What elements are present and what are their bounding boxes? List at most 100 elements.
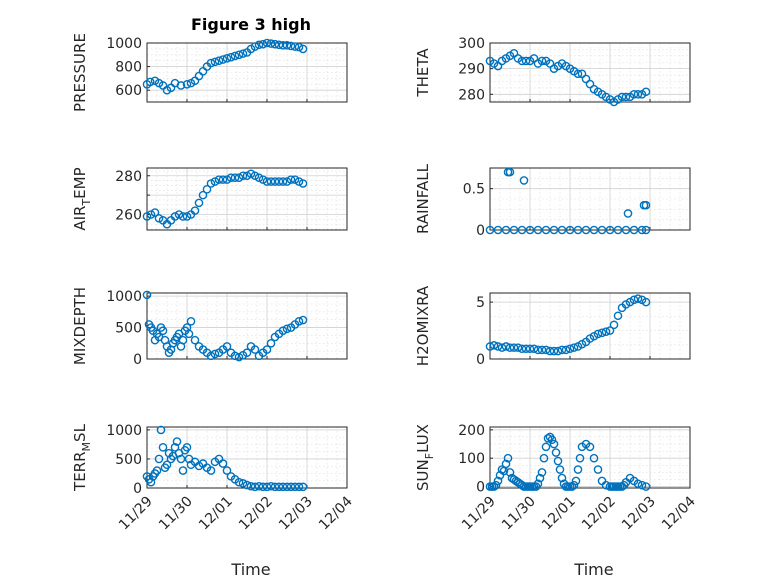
data-point (497, 465, 507, 474)
y-tick-label: 100 (458, 451, 485, 467)
y-tick-label: 500 (115, 321, 142, 337)
data-point (571, 476, 581, 486)
data-point (154, 214, 164, 223)
data-point (222, 54, 232, 63)
y-tick-label: 1000 (106, 289, 142, 305)
data-point (294, 42, 304, 52)
data-point (238, 479, 248, 488)
data-point (485, 342, 495, 351)
x-tick-label: 12/04 (316, 493, 356, 533)
x-tick-label: 11/29 (116, 494, 156, 534)
y-tick-label: 1000 (106, 36, 142, 52)
data-point (172, 437, 182, 446)
data-point (258, 482, 268, 492)
data-point (539, 453, 549, 463)
data-point (278, 177, 288, 186)
data-point (282, 177, 292, 186)
data-point (254, 173, 264, 182)
y-tick-label: 600 (115, 83, 142, 99)
subplot-2: 280 290 300 THETA (414, 36, 691, 107)
data-point (541, 345, 551, 355)
data-point (537, 56, 547, 66)
data-point (629, 90, 639, 99)
data-point (230, 351, 240, 361)
data-point (565, 225, 575, 235)
y-tick-label: 500 (115, 452, 142, 468)
series-points (485, 432, 651, 491)
data-point (290, 175, 300, 184)
data-point (274, 482, 284, 492)
data-point (262, 482, 272, 492)
data-point (210, 57, 220, 67)
data-point (633, 294, 643, 303)
axes-frame (146, 167, 348, 231)
data-point (274, 177, 284, 186)
data-point (218, 175, 228, 184)
y-axis-label: THETA (414, 48, 432, 98)
data-point (593, 465, 603, 474)
data-point (517, 344, 527, 354)
y-axis-label: AIRTEMP (71, 167, 93, 230)
data-point (549, 225, 559, 235)
data-point (613, 225, 623, 235)
data-point (142, 212, 152, 221)
data-point (509, 343, 519, 352)
data-point (182, 80, 192, 89)
data-point (501, 459, 511, 469)
data-point (617, 92, 627, 102)
data-point (202, 185, 212, 194)
data-point (234, 173, 244, 182)
data-point (145, 77, 155, 87)
y-tick-label: 0 (476, 352, 485, 368)
data-point (266, 481, 276, 491)
data-point (278, 41, 288, 50)
data-point (533, 479, 543, 489)
data-point (234, 50, 244, 60)
data-point (266, 177, 276, 186)
data-point (156, 425, 166, 435)
data-point (529, 344, 539, 354)
y-tick-label: 0.5 (463, 182, 485, 198)
y-tick-label: 0 (133, 481, 142, 497)
axes-frame (489, 292, 691, 360)
data-point (290, 42, 300, 51)
data-point (593, 329, 603, 339)
data-point (573, 225, 583, 235)
data-point (258, 175, 268, 184)
data-point (190, 335, 200, 345)
data-point (214, 175, 224, 184)
axes-frame (489, 42, 691, 103)
data-point (551, 448, 561, 457)
data-point (533, 345, 543, 355)
data-point (266, 39, 276, 48)
data-point (282, 482, 292, 492)
data-point (270, 482, 280, 492)
data-point (537, 345, 547, 355)
data-point (549, 439, 559, 449)
series-points (485, 48, 651, 107)
data-point (246, 169, 256, 179)
data-point (519, 176, 529, 185)
y-tick-label: 0 (476, 223, 485, 239)
data-point (258, 39, 268, 49)
data-point (525, 225, 535, 235)
data-point (641, 482, 651, 491)
data-point (186, 316, 196, 326)
data-point (286, 482, 296, 492)
data-point (286, 41, 296, 51)
data-point (641, 297, 651, 307)
data-point (206, 466, 216, 475)
data-point (182, 212, 192, 221)
subplot-4: 0 0.5 RAINFALL (414, 163, 691, 239)
data-point (517, 225, 527, 235)
data-point (623, 209, 633, 218)
data-point (274, 40, 284, 50)
data-point (553, 346, 563, 356)
data-point (298, 179, 308, 188)
data-point (621, 92, 631, 102)
x-tick-label: 12/03 (276, 494, 316, 534)
data-point (605, 225, 615, 235)
data-point (150, 208, 160, 217)
data-point (294, 482, 304, 492)
